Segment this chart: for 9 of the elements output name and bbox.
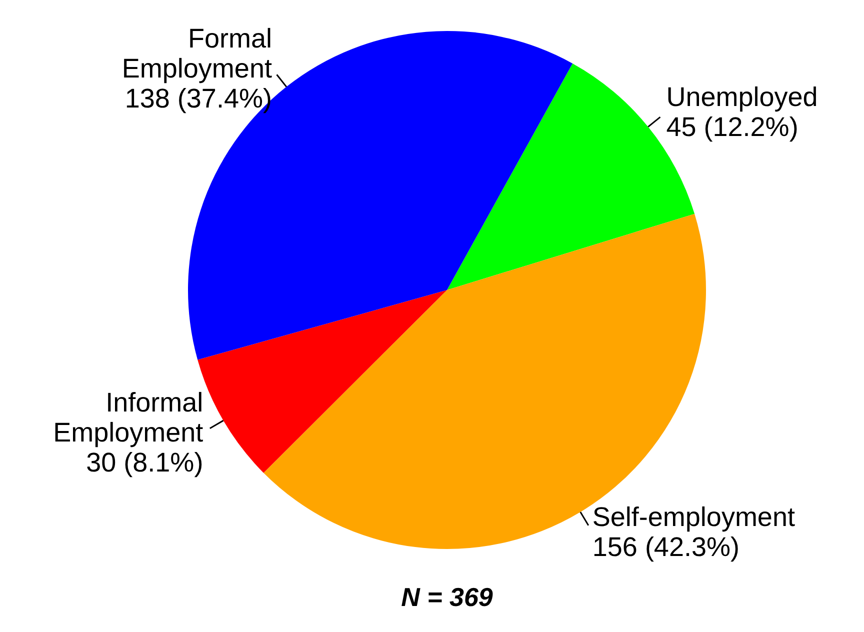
- slice-label: Unemployed: [666, 82, 818, 112]
- slice-label: Formal Employment: [122, 24, 272, 84]
- data-label: 138 (37.4%): [124, 84, 272, 114]
- data-label: 156 (42.3%): [592, 532, 740, 562]
- data-label: 45 (12.2%): [666, 112, 798, 142]
- data-label: 30 (8.1%): [86, 447, 204, 478]
- slice-label: Self-employment: [592, 502, 796, 532]
- text: N = 369: [401, 582, 494, 612]
- slice-label: Informal Employment: [53, 387, 204, 448]
